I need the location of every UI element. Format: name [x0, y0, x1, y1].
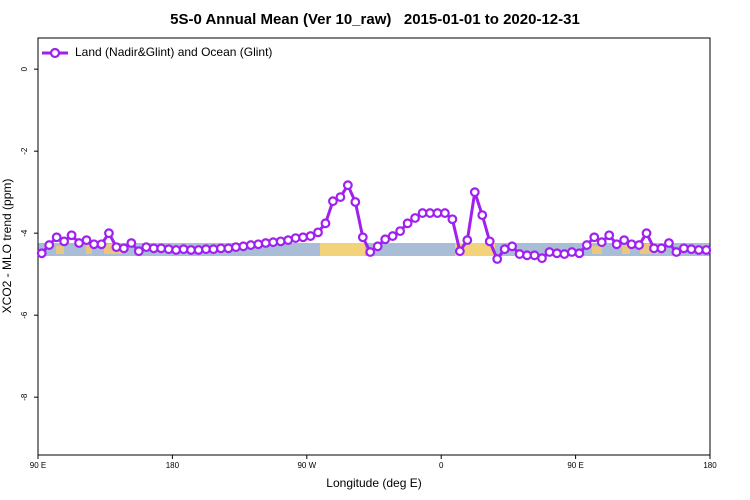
data-point	[507, 241, 518, 252]
y-tick-label: -8	[20, 393, 29, 401]
data-point	[589, 232, 600, 243]
data-point	[395, 226, 406, 237]
data-point	[566, 247, 577, 257]
data-point	[581, 240, 592, 250]
data-point	[36, 248, 47, 259]
data-point	[596, 237, 607, 248]
data-point	[402, 218, 413, 229]
data-point	[440, 208, 450, 218]
data-point	[484, 236, 495, 247]
data-point	[253, 239, 264, 250]
data-point	[118, 243, 129, 254]
data-point	[611, 239, 622, 250]
data-point	[514, 249, 525, 259]
data-point	[387, 231, 398, 241]
data-point	[328, 196, 338, 207]
x-tick-label: 180	[703, 461, 717, 470]
x-tick-label: 90 E	[567, 461, 583, 470]
data-point	[574, 248, 585, 259]
x-axis-label: Longitude (deg E)	[326, 476, 421, 490]
data-point	[350, 197, 361, 207]
data-point	[671, 247, 682, 257]
y-tick-label: -2	[20, 147, 29, 155]
data-point	[410, 213, 420, 223]
data-point	[537, 253, 547, 264]
y-tick-label: -6	[20, 311, 29, 319]
y-tick-label: -4	[20, 229, 29, 237]
data-point	[44, 240, 55, 250]
x-tick-label: 90 E	[30, 461, 46, 470]
data-point	[126, 238, 137, 248]
data-point	[133, 246, 144, 257]
data-point	[619, 235, 630, 246]
data-point	[305, 231, 316, 241]
data-point	[492, 254, 503, 264]
data-point	[66, 230, 77, 241]
data-point	[238, 241, 249, 252]
data-point	[223, 243, 234, 254]
legend-marker	[49, 47, 61, 59]
x-tick-label: 0	[439, 461, 444, 470]
data-point	[462, 235, 473, 246]
data-point	[544, 247, 555, 257]
data-point	[656, 243, 667, 254]
data-point	[313, 227, 323, 238]
y-axis-label: XCO2 - MLO trend (ppm)	[0, 179, 14, 314]
data-point	[365, 247, 376, 257]
data-point	[604, 230, 615, 241]
data-point	[357, 232, 368, 243]
data-point	[111, 242, 122, 253]
data-point	[320, 218, 331, 229]
data-point	[298, 232, 308, 243]
data-point	[342, 180, 353, 191]
data-point	[454, 246, 465, 257]
x-tick-label: 180	[166, 461, 180, 470]
data-point	[477, 210, 488, 221]
legend-label: Land (Nadir&Glint) and Ocean (Glint)	[75, 45, 272, 59]
data-point	[104, 228, 114, 239]
plot-frame	[37, 37, 711, 456]
data-point	[447, 214, 458, 225]
data-point	[372, 241, 383, 252]
data-point	[96, 239, 107, 250]
chart-title: 5S-0 Annual Mean (Ver 10_raw) 2015-01-01…	[170, 11, 580, 28]
data-point	[641, 228, 652, 239]
data-point	[59, 236, 70, 247]
data-point	[664, 238, 674, 248]
data-point	[469, 187, 480, 198]
y-tick-label: 0	[20, 66, 29, 71]
data-point	[275, 236, 286, 247]
x-tick-label: 90 W	[297, 461, 316, 470]
data-point	[141, 242, 152, 253]
data-point	[81, 235, 92, 246]
data-point	[51, 232, 62, 243]
data-point	[380, 234, 391, 245]
data-point	[634, 240, 644, 250]
data-point	[701, 245, 712, 255]
data-point	[335, 192, 346, 202]
